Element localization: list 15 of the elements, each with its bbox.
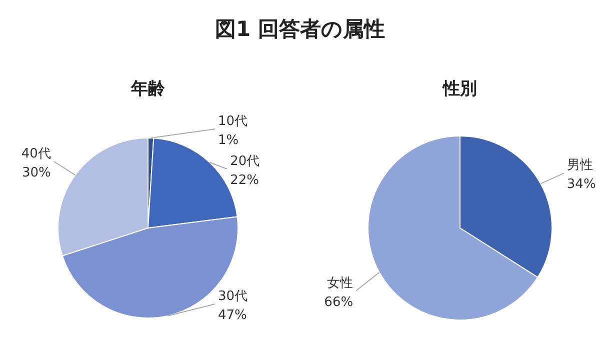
data-label: 66% — [324, 294, 354, 310]
slice-label: 20代 — [230, 154, 260, 169]
slice-label: 10代 — [218, 114, 248, 129]
data-label: 34% — [566, 177, 596, 192]
data-label: 1% — [218, 133, 239, 148]
slice-label: 男性 — [566, 158, 593, 174]
chart-title: 性別 — [442, 79, 477, 99]
slice-label: 30代 — [218, 289, 248, 304]
data-label: 22% — [230, 173, 260, 188]
data-label: 47% — [218, 308, 247, 323]
text: 図1 回答者の属性 — [215, 17, 385, 41]
slice-label: 女性 — [327, 276, 354, 291]
chart-title: 年齢 — [130, 79, 166, 99]
slice-label: 40代 — [21, 146, 51, 162]
data-label: 30% — [22, 165, 51, 180]
